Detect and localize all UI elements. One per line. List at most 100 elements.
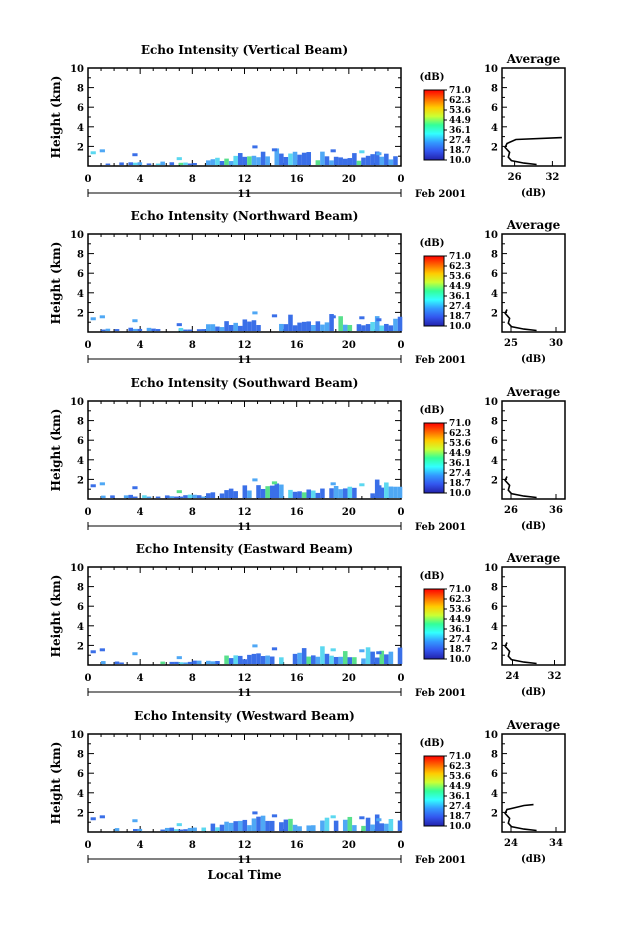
avg-x-tick-label: 26 xyxy=(508,172,522,183)
echo-cell xyxy=(361,325,366,332)
colorbar-tick-label: 44.9 xyxy=(449,782,471,792)
echo-cell xyxy=(178,829,184,832)
avg-y-tick-label: 6 xyxy=(491,436,498,447)
echo-cell xyxy=(283,819,289,832)
x-tick-label: 16 xyxy=(290,673,304,684)
echo-cell xyxy=(132,652,138,656)
echo-cell xyxy=(330,315,336,319)
average-title: Average xyxy=(506,551,561,565)
avg-y-tick-label: 2 xyxy=(491,808,498,819)
echo-cell xyxy=(228,324,234,332)
echo-cell xyxy=(269,485,275,499)
colorbar-tick-label: 10.0 xyxy=(449,489,471,499)
y-tick-label: 10 xyxy=(70,563,84,574)
avg-x-label: (dB) xyxy=(521,854,546,865)
echo-cell xyxy=(251,818,257,832)
echo-cell xyxy=(306,489,312,499)
echo-cell xyxy=(187,329,193,332)
avg-y-tick-label: 10 xyxy=(484,730,498,741)
echo-cell xyxy=(192,660,197,665)
echo-cell xyxy=(176,157,182,161)
colorbar xyxy=(423,422,445,494)
echo-cell xyxy=(279,822,284,832)
echo-cell xyxy=(359,649,365,653)
echo-cell xyxy=(210,823,216,832)
beam-panel-0: Echo Intensity (Vertical Beam) Height (km… xyxy=(49,43,566,200)
echo-cell xyxy=(397,316,403,332)
echo-cell xyxy=(374,151,380,166)
echo-cell xyxy=(176,490,182,494)
echo-cell xyxy=(252,145,258,149)
echo-cell xyxy=(329,488,334,499)
colorbar-tick-label: 53.6 xyxy=(449,605,471,615)
echo-cell xyxy=(333,485,339,499)
echo-cell xyxy=(237,153,243,166)
plot-frame xyxy=(87,400,402,500)
echo-cell xyxy=(306,321,312,332)
echo-cell xyxy=(374,657,380,665)
echo-cell xyxy=(132,486,138,490)
avg-y-tick-label: 8 xyxy=(491,750,498,761)
echo-cell xyxy=(114,329,120,332)
y-axis-label: Height (km) xyxy=(49,76,63,159)
colorbar-tick-label: 36.1 xyxy=(449,625,471,635)
panel-title: Echo Intensity (Vertical Beam) xyxy=(141,43,348,57)
colorbar-tick-label: 71.0 xyxy=(449,752,471,762)
echo-cell xyxy=(306,152,312,166)
echo-cell xyxy=(384,323,389,332)
beam-panel-1: Echo Intensity (Northward Beam) Height (k… xyxy=(49,209,566,366)
echo-cell xyxy=(256,325,261,332)
avg-x-tick-label: 36 xyxy=(549,505,563,516)
echo-cell xyxy=(359,816,365,820)
echo-cell xyxy=(178,327,184,332)
echo-cell xyxy=(160,661,165,665)
x-tick-label: 0 xyxy=(398,673,405,684)
y-tick-label: 8 xyxy=(77,750,84,761)
x-tick-label: 16 xyxy=(290,340,304,351)
colorbar-tick-label: 71.0 xyxy=(449,252,471,262)
avg-x-tick-label: 32 xyxy=(545,172,559,183)
echo-cell xyxy=(206,660,211,665)
panel-title: Echo Intensity (Westward Beam) xyxy=(134,709,355,723)
colorbar-unit: (dB) xyxy=(420,405,445,416)
echo-cell xyxy=(283,324,289,332)
echo-cell xyxy=(114,661,120,665)
avg-y-tick-label: 6 xyxy=(491,602,498,613)
echo-cell xyxy=(210,492,216,499)
echo-cell xyxy=(206,160,211,166)
echo-cell xyxy=(342,324,348,332)
echo-cell xyxy=(233,322,238,332)
echo-cell xyxy=(99,482,105,486)
colorbar-tick-label: 27.4 xyxy=(449,136,471,146)
echo-cell xyxy=(164,495,170,499)
echo-cell xyxy=(274,148,280,166)
beam-panel-3: Echo Intensity (Eastward Beam) Height (km… xyxy=(49,542,566,699)
y-tick-label: 6 xyxy=(77,269,84,280)
echo-cell xyxy=(128,494,133,499)
echo-cell xyxy=(376,818,382,822)
echo-cell xyxy=(183,495,188,499)
y-axis-label: Height (km) xyxy=(49,742,63,825)
avg-y-tick-label: 2 xyxy=(491,308,498,319)
echo-cell xyxy=(99,315,105,319)
x-axis-label: Local Time xyxy=(207,868,281,882)
y-tick-label: 2 xyxy=(77,142,84,153)
echo-cell xyxy=(169,661,175,665)
colorbar-tick-label: 71.0 xyxy=(449,419,471,429)
echo-cell xyxy=(297,322,302,332)
x-tick-label: 0 xyxy=(398,340,405,351)
avg-y-tick-label: 4 xyxy=(491,789,498,800)
colorbar-tick-label: 18.7 xyxy=(449,479,471,489)
avg-y-tick-label: 10 xyxy=(484,230,498,241)
colorbar-tick-label: 18.7 xyxy=(449,312,471,322)
echo-cell xyxy=(90,317,96,321)
avg-y-tick-label: 6 xyxy=(491,103,498,114)
echo-cell xyxy=(146,496,152,499)
echo-cell xyxy=(90,817,96,821)
colorbar xyxy=(423,255,445,327)
echo-cell xyxy=(260,656,266,665)
colorbar-tick-label: 10.0 xyxy=(449,156,471,166)
avg-x-tick-label: 25 xyxy=(504,338,518,349)
echo-cell xyxy=(374,479,380,499)
plot-frame xyxy=(87,733,402,833)
